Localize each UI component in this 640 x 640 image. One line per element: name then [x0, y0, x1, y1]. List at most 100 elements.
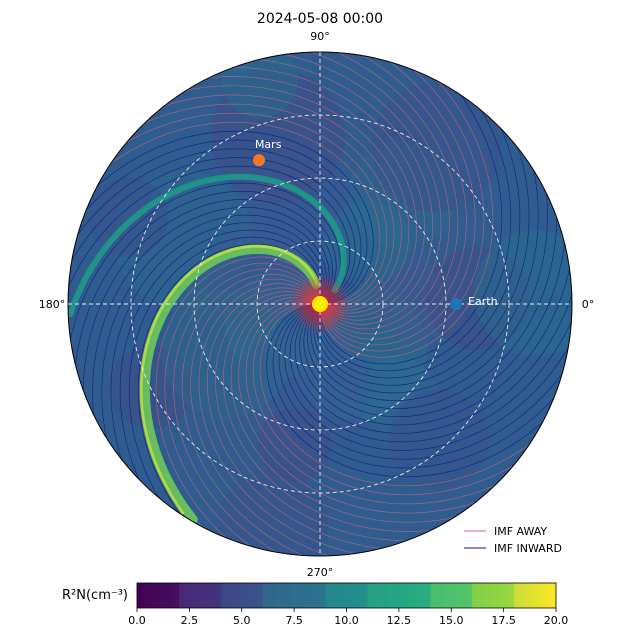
- imf-spiral-line: [119, 229, 323, 520]
- density-patch: [237, 320, 370, 453]
- imf-spiral-line: [104, 103, 395, 307]
- imf-spiral-line: [68, 157, 356, 303]
- imf-spiral-line: [259, 303, 565, 487]
- colorbar-tick-label: 5.0: [233, 614, 251, 627]
- imf-spiral-line: [212, 57, 434, 321]
- density-arc: [139, 244, 319, 515]
- mars-marker: [252, 154, 265, 167]
- colorbar-step: [451, 583, 473, 608]
- colorbar-step: [409, 583, 431, 608]
- imf-spiral-line: [68, 182, 341, 386]
- imf-spiral-line: [92, 206, 330, 461]
- colorbar-step: [346, 583, 368, 608]
- imf-spiral-line: [190, 278, 375, 556]
- imf-spiral-line: [284, 305, 572, 451]
- angle-label-90: 90°: [310, 30, 330, 43]
- imf-spiral-line: [110, 222, 325, 503]
- imf-spiral-line: [238, 52, 442, 325]
- colorbar-step: [220, 583, 243, 608]
- imf-spiral-line: [307, 171, 558, 409]
- imf-spiral-line: [319, 59, 503, 365]
- imf-spiral-line: [181, 273, 347, 556]
- colorbar-step: [157, 583, 180, 608]
- imf-spiral-line: [68, 130, 374, 305]
- colorbar: R²N(cm⁻³) 0.0 2.5 5.0 7.5 10.0 12.5 15.0 17.5 20…: [62, 582, 568, 627]
- imf-spiral-line: [318, 72, 512, 372]
- earth-label: Earth: [468, 295, 498, 308]
- imf-spiral-line: [265, 52, 450, 330]
- imf-spiral-line: [82, 199, 333, 437]
- colorbar-step: [514, 583, 536, 608]
- colorbar-tick-label: 15.0: [439, 614, 464, 627]
- legend-label-inward: IMF INWARD: [494, 542, 562, 555]
- density-patch: [238, 136, 351, 249]
- imf-spiral-line: [163, 76, 418, 314]
- colorbar-step: [241, 583, 264, 608]
- colorbar-step: [304, 583, 327, 608]
- imf-spiral-line: [141, 85, 410, 311]
- legend-label-away: IMF AWAY: [494, 525, 547, 538]
- imf-spiral-line: [68, 165, 351, 331]
- imf-spiral-lines: [68, 52, 572, 556]
- colorbar-tick-label: 0.0: [128, 614, 146, 627]
- colorbar-step: [430, 583, 452, 608]
- imf-spiral-line: [278, 304, 572, 460]
- imf-spiral-line: [303, 196, 567, 418]
- density-arc: [68, 173, 347, 317]
- imf-spiral-line: [222, 294, 477, 532]
- density-patch: [425, 246, 530, 351]
- sun-marker: [312, 296, 328, 312]
- density-patch: [210, 69, 345, 204]
- imf-spiral-line: [88, 112, 388, 306]
- colorbar-step: [325, 583, 347, 608]
- colorbar-tick-label: 10.0: [334, 614, 359, 627]
- imf-spiral-line: [128, 236, 322, 536]
- imf-spiral-line: [310, 147, 548, 402]
- imf-spiral-line: [101, 214, 327, 483]
- colorbar-step: [472, 583, 494, 608]
- angle-label-0: 0°: [582, 298, 595, 311]
- density-patch: [473, 230, 572, 357]
- imf-spiral-line: [320, 52, 476, 346]
- colorbar-label: R²N(cm⁻³): [62, 588, 128, 603]
- colorbar-step: [178, 583, 201, 608]
- colorbar-step: [199, 583, 222, 608]
- imf-spiral-line: [294, 249, 572, 434]
- colorbar-step: [283, 583, 306, 608]
- colorbar-ticks: 0.0 2.5 5.0 7.5 10.0 12.5 15.0 17.5 20.0: [128, 608, 568, 627]
- colorbar-step: [493, 583, 515, 608]
- imf-spiral-line: [321, 52, 467, 340]
- imf-spiral-line: [187, 66, 425, 317]
- imf-spiral-line: [319, 52, 494, 358]
- density-patch: [388, 389, 489, 490]
- density-patch: [88, 177, 169, 258]
- imf-spiral-line: [215, 291, 453, 542]
- imf-spiral-line: [164, 262, 320, 556]
- imf-spiral-line: [198, 283, 402, 556]
- chart-title: 2024-05-08 00:00: [257, 11, 383, 27]
- angle-label-180: 180°: [39, 298, 66, 311]
- density-patch: [217, 468, 328, 556]
- imf-spiral-line: [299, 222, 572, 426]
- density-arcs: [68, 173, 347, 525]
- colorbar-tick-label: 7.5: [285, 614, 303, 627]
- imf-spiral-line: [313, 125, 539, 394]
- planet-markers: Mars Earth: [252, 138, 498, 310]
- colorbar-step: [535, 583, 557, 608]
- imf-spiral-line: [173, 268, 319, 556]
- density-patch: [371, 82, 502, 213]
- imf-spiral-line: [293, 52, 459, 335]
- imf-spiral-line: [315, 105, 530, 386]
- imf-spiral-line: [75, 121, 381, 305]
- imf-spiral-line: [230, 297, 499, 523]
- colorbar-step: [388, 583, 410, 608]
- imf-spiral-line: [68, 139, 368, 304]
- colorbar-tick-label: 12.5: [387, 614, 412, 627]
- imf-spiral-line: [266, 303, 572, 478]
- density-arc: [140, 244, 321, 525]
- density-patch: [221, 52, 298, 118]
- mars-label: Mars: [255, 138, 282, 151]
- earth-marker: [450, 298, 463, 310]
- colorbar-tick-label: 2.5: [181, 614, 199, 627]
